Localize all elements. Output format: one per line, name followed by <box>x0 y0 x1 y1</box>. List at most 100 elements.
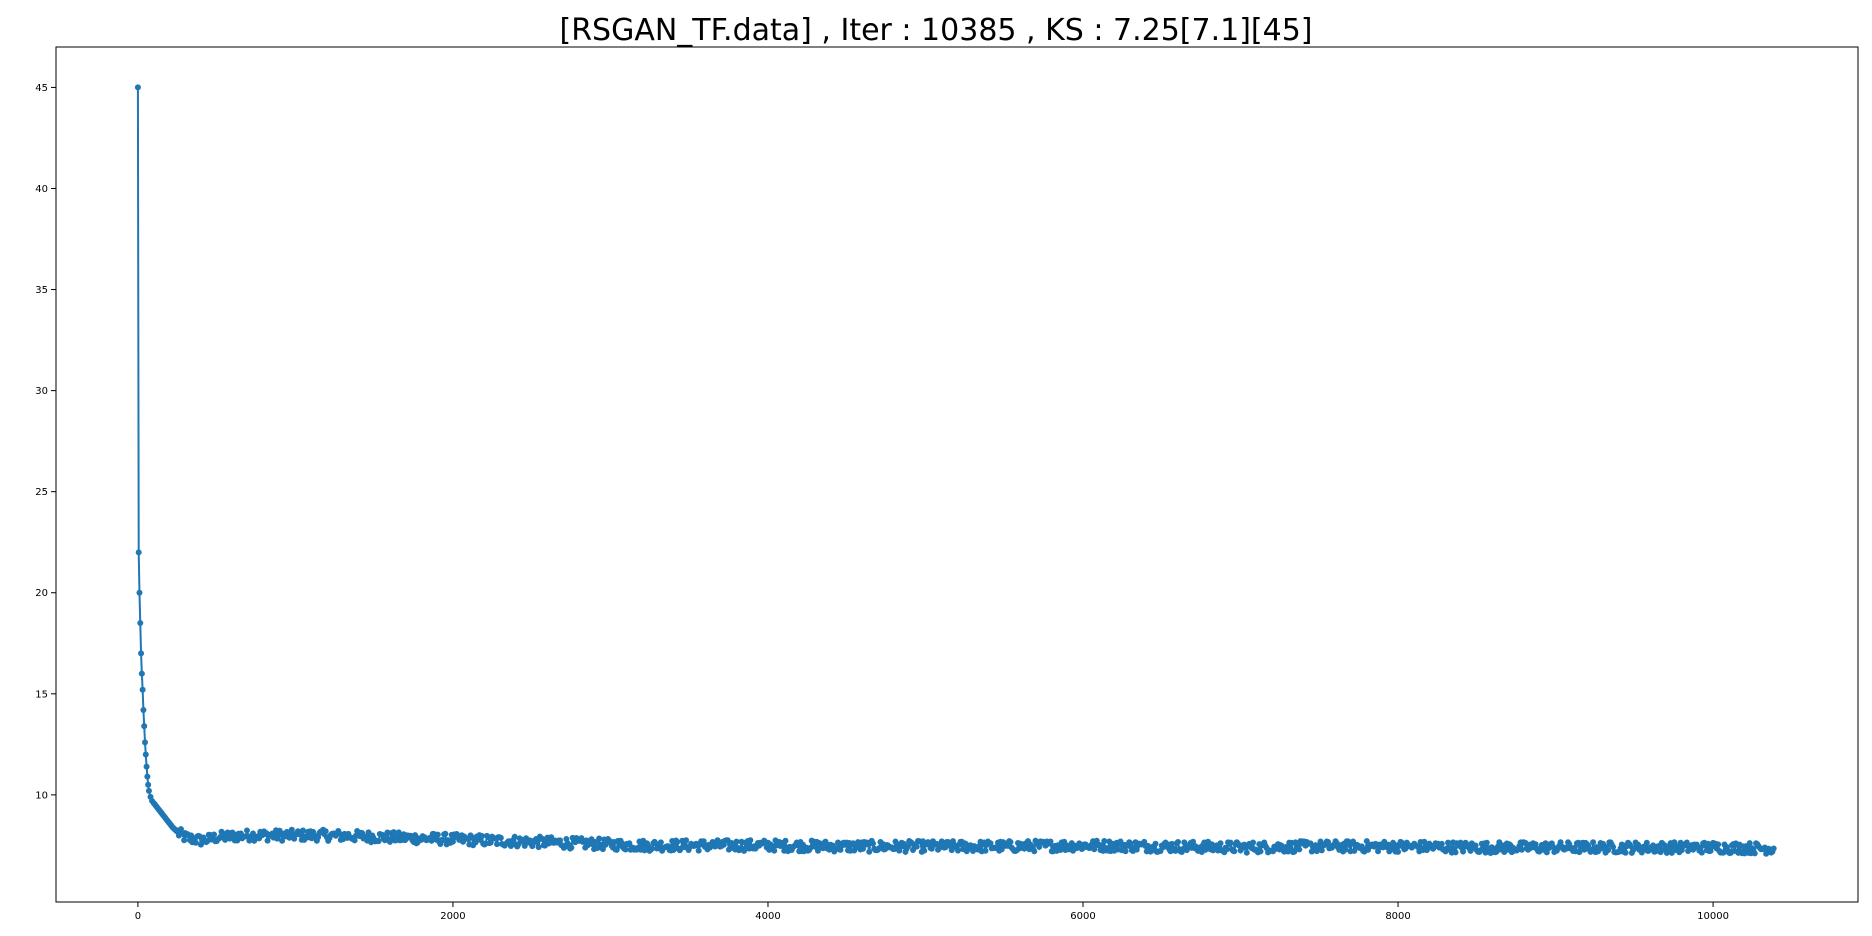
data-point <box>136 589 143 596</box>
data-point <box>596 835 603 842</box>
data-point <box>1605 847 1612 854</box>
data-point <box>1622 849 1629 856</box>
data-point <box>535 844 542 851</box>
data-point <box>1671 839 1678 846</box>
data-point <box>141 723 148 730</box>
data-point <box>1518 846 1525 853</box>
data-point <box>1325 839 1332 846</box>
data-point <box>982 847 989 854</box>
data-point <box>913 843 920 850</box>
y-tick-label: 30 <box>35 386 48 397</box>
data-point <box>1683 839 1690 846</box>
data-point <box>1493 848 1500 855</box>
data-point <box>145 781 152 788</box>
data-point <box>1715 841 1722 848</box>
data-point <box>1091 846 1098 853</box>
data-point <box>641 847 648 854</box>
data-point <box>138 650 145 657</box>
data-point <box>1217 840 1224 847</box>
data-point <box>592 839 599 845</box>
x-axis: 0 2000 4000 6000 8000 10000 <box>135 902 1729 922</box>
data-point <box>1257 848 1264 855</box>
data-point <box>142 751 149 758</box>
x-tick-label: 2000 <box>440 911 465 922</box>
y-tick-label: 35 <box>35 285 48 296</box>
data-point <box>135 549 142 556</box>
data-point <box>1457 839 1464 846</box>
data-point <box>1243 849 1250 856</box>
data-point <box>683 837 690 844</box>
y-tick-label: 15 <box>35 689 48 700</box>
data-point <box>264 837 271 844</box>
data-point <box>1438 840 1445 847</box>
data-point <box>1250 839 1257 846</box>
data-point <box>1697 844 1704 851</box>
data-point <box>390 829 397 836</box>
data-point <box>1047 838 1054 845</box>
series-group <box>134 84 1777 857</box>
data-point <box>143 763 150 770</box>
data-point <box>1452 849 1459 856</box>
data-point <box>142 739 148 746</box>
data-point <box>434 831 441 838</box>
data-point <box>1576 849 1583 856</box>
data-point <box>478 832 485 839</box>
data-point <box>322 828 329 835</box>
data-point <box>279 837 286 844</box>
data-point <box>1351 847 1358 854</box>
data-point <box>140 706 147 713</box>
data-point <box>987 840 994 847</box>
data-point <box>747 837 754 844</box>
data-point <box>1543 849 1550 856</box>
data-point <box>497 834 504 841</box>
data-point <box>921 847 928 854</box>
data-point <box>1342 846 1349 853</box>
data-point <box>375 838 382 845</box>
data-point <box>243 827 250 834</box>
data-point <box>1375 848 1382 855</box>
data-point <box>869 840 876 847</box>
data-point <box>1152 840 1159 847</box>
data-point <box>1482 849 1489 856</box>
data-point <box>181 837 188 844</box>
data-point <box>714 837 721 844</box>
data-point <box>626 840 633 847</box>
data-point <box>1231 848 1238 855</box>
data-point <box>1643 839 1650 846</box>
x-tick-label: 8000 <box>1385 911 1410 922</box>
data-point <box>1007 839 1014 846</box>
data-point <box>1635 841 1642 848</box>
data-point <box>904 843 911 850</box>
data-point <box>674 839 681 846</box>
data-point <box>472 839 479 846</box>
data-point <box>1181 839 1188 846</box>
x-tick-label: 4000 <box>755 911 780 922</box>
data-point <box>138 670 145 677</box>
data-point <box>955 847 961 854</box>
data-point <box>442 830 449 837</box>
data-point <box>1751 850 1758 857</box>
data-point <box>1223 846 1230 853</box>
data-point <box>439 837 446 844</box>
data-point <box>1101 838 1108 845</box>
data-point <box>1278 842 1285 849</box>
y-tick-label: 20 <box>35 588 48 599</box>
data-point <box>1168 840 1175 847</box>
data-point <box>139 686 146 693</box>
data-point <box>145 787 152 794</box>
data-point <box>449 838 456 845</box>
data-point <box>1098 842 1105 849</box>
plot-frame <box>55 46 1859 903</box>
data-point <box>144 773 151 780</box>
data-point <box>1318 847 1325 854</box>
data-point <box>568 844 575 851</box>
data-point <box>192 839 199 846</box>
data-point <box>299 827 306 834</box>
data-point <box>557 837 564 844</box>
data-point <box>351 837 358 844</box>
data-point <box>288 826 295 833</box>
x-tick-label: 10000 <box>1697 911 1729 922</box>
data-point <box>649 845 656 852</box>
y-tick-label: 10 <box>35 790 48 801</box>
